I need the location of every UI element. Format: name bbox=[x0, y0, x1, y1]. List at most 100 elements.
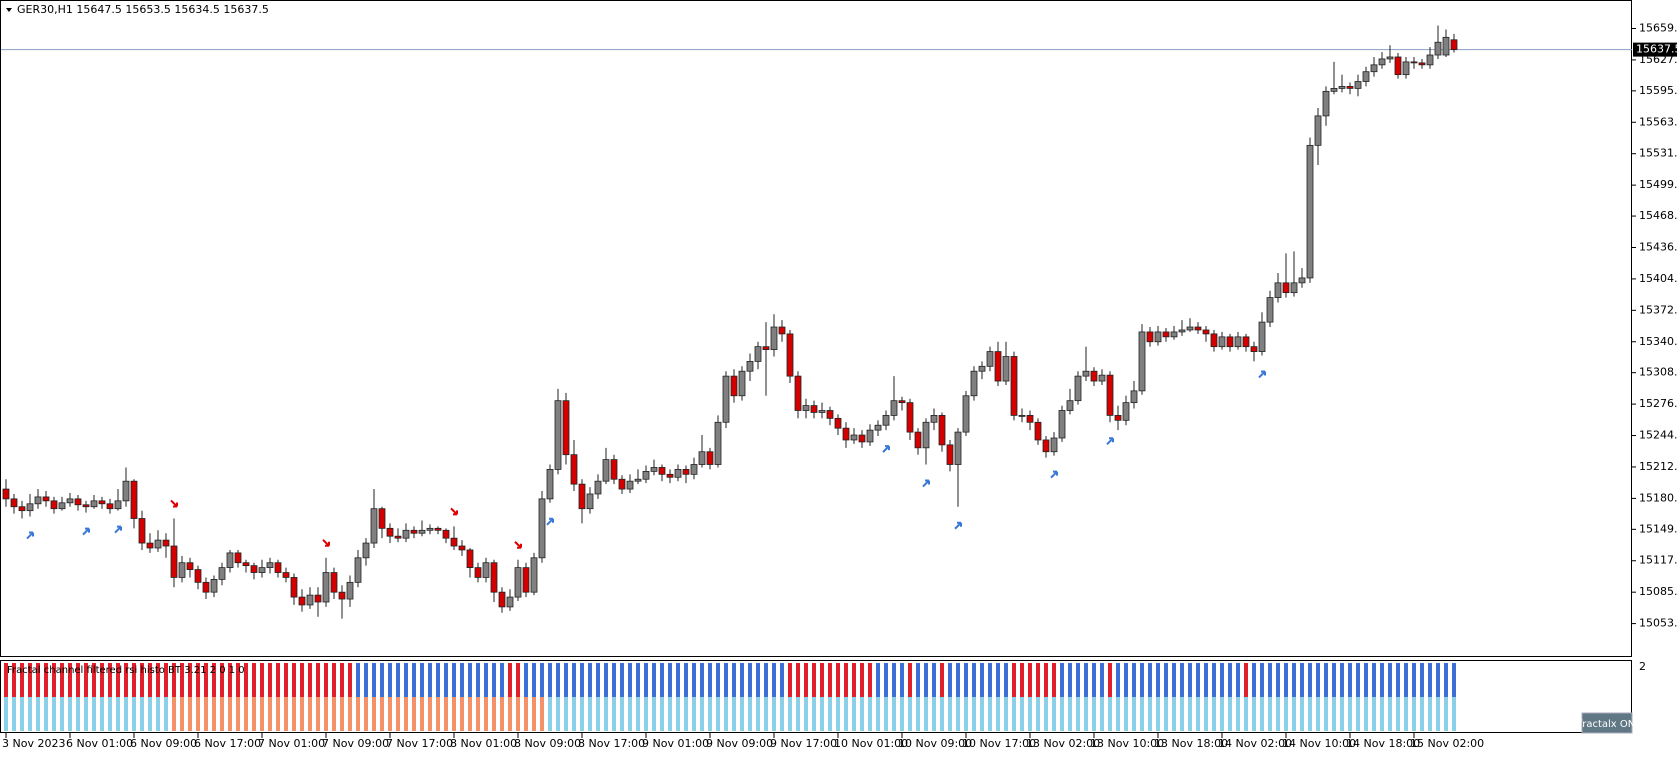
indicator-bar bbox=[132, 663, 136, 697]
indicator-bar bbox=[828, 697, 832, 731]
y-tick-label: 15053.0 bbox=[1639, 617, 1677, 630]
indicator-bar bbox=[668, 697, 672, 731]
candle-body bbox=[818, 410, 826, 413]
indicator-bar bbox=[596, 697, 600, 731]
indicator-bar bbox=[276, 663, 280, 697]
indicator-bar bbox=[76, 697, 80, 731]
indicator-bar bbox=[1116, 663, 1120, 697]
indicator-bar bbox=[308, 663, 312, 697]
indicator-bar bbox=[1100, 663, 1104, 697]
candle-body bbox=[1194, 326, 1202, 331]
indicator-bar bbox=[1132, 663, 1136, 697]
indicator-bar bbox=[564, 697, 568, 731]
x-tick-label: 13 Nov 02:00 bbox=[1026, 737, 1100, 750]
toggle-button[interactable]: fractalx ON bbox=[1579, 712, 1636, 734]
indicator-bar bbox=[1148, 663, 1152, 697]
candle-body bbox=[914, 431, 922, 449]
indicator-bar bbox=[164, 663, 168, 697]
candle-body bbox=[450, 537, 458, 547]
candle-body bbox=[1282, 282, 1290, 294]
indicator-bar bbox=[516, 663, 520, 697]
indicator-bar bbox=[316, 663, 320, 697]
indicator-bar bbox=[852, 697, 856, 731]
button-label[interactable]: fractalx ON bbox=[1579, 719, 1636, 730]
indicator-bar bbox=[1004, 697, 1008, 731]
indicator-bar bbox=[1252, 663, 1256, 697]
indicator-bar bbox=[164, 697, 168, 731]
indicator-bar bbox=[244, 697, 248, 731]
indicator-bar bbox=[1332, 697, 1336, 731]
indicator-bar bbox=[492, 663, 496, 697]
candle-body bbox=[954, 431, 962, 465]
candle-body bbox=[802, 405, 810, 411]
indicator-bar bbox=[92, 697, 96, 731]
indicator-bar bbox=[1036, 697, 1040, 731]
indicator-bar bbox=[988, 697, 992, 731]
candle-body bbox=[474, 567, 482, 578]
candle-body bbox=[314, 594, 322, 603]
candle-body bbox=[898, 400, 906, 404]
indicator-bar bbox=[492, 697, 496, 731]
indicator-bar bbox=[900, 697, 904, 731]
y-tick-label: 15436.0 bbox=[1639, 240, 1677, 253]
button-box[interactable] bbox=[1581, 712, 1633, 734]
indicator-bar bbox=[1332, 663, 1336, 697]
indicator-bar bbox=[1316, 697, 1320, 731]
indicator-bar bbox=[276, 697, 280, 731]
indicator-bar bbox=[820, 663, 824, 697]
indicator-bar bbox=[1252, 697, 1256, 731]
indicator-bar bbox=[108, 663, 112, 697]
indicator-bar bbox=[1124, 697, 1128, 731]
indicator-bar bbox=[284, 663, 288, 697]
x-tick-label: 9 Nov 09:00 bbox=[706, 737, 773, 750]
candle-body bbox=[522, 567, 530, 593]
candle-body bbox=[18, 506, 26, 512]
candle-body bbox=[1266, 297, 1274, 323]
indicator-bar bbox=[956, 663, 960, 697]
indicator-bar bbox=[460, 663, 464, 697]
indicator-bar bbox=[796, 663, 800, 697]
candle-body bbox=[882, 415, 890, 426]
indicator-bar bbox=[1316, 663, 1320, 697]
candle-body bbox=[42, 496, 50, 502]
indicator-bar bbox=[948, 663, 952, 697]
candle-body bbox=[154, 539, 162, 549]
indicator-bar bbox=[1268, 663, 1272, 697]
candle-body bbox=[178, 562, 186, 578]
indicator-bar bbox=[1388, 663, 1392, 697]
indicator-bar bbox=[556, 697, 560, 731]
indicator-bar bbox=[1284, 663, 1288, 697]
indicator-bar bbox=[548, 663, 552, 697]
indicator-bar bbox=[76, 663, 80, 697]
candle-body bbox=[234, 552, 242, 564]
indicator-bar bbox=[1116, 697, 1120, 731]
buy-arrow bbox=[1258, 370, 1266, 379]
candle-body bbox=[874, 424, 882, 431]
indicator-bar bbox=[260, 697, 264, 731]
indicator-bar bbox=[820, 697, 824, 731]
indicator-bar bbox=[1356, 663, 1360, 697]
indicator-bar bbox=[1076, 663, 1080, 697]
indicator-bar bbox=[1364, 697, 1368, 731]
candle-body bbox=[778, 326, 786, 335]
indicator-bar bbox=[572, 697, 576, 731]
indicator-bar bbox=[180, 663, 184, 697]
buy-arrow bbox=[954, 521, 962, 530]
candle-body bbox=[842, 427, 850, 441]
candle-body bbox=[746, 360, 754, 372]
indicator-bar bbox=[4, 663, 8, 697]
indicator-bar bbox=[812, 697, 816, 731]
indicator-bar bbox=[724, 697, 728, 731]
indicator-bar bbox=[620, 663, 624, 697]
candle-body bbox=[1402, 61, 1410, 76]
indicator-bar bbox=[500, 697, 504, 731]
indicator-bar bbox=[252, 697, 256, 731]
indicator-bar bbox=[428, 663, 432, 697]
candle-body bbox=[1322, 90, 1330, 117]
indicator-bar bbox=[340, 663, 344, 697]
indicator-bar bbox=[1428, 697, 1432, 731]
indicator-bar bbox=[1228, 663, 1232, 697]
indicator-bar bbox=[932, 663, 936, 697]
x-tick-label: 7 Nov 01:00 bbox=[258, 737, 325, 750]
